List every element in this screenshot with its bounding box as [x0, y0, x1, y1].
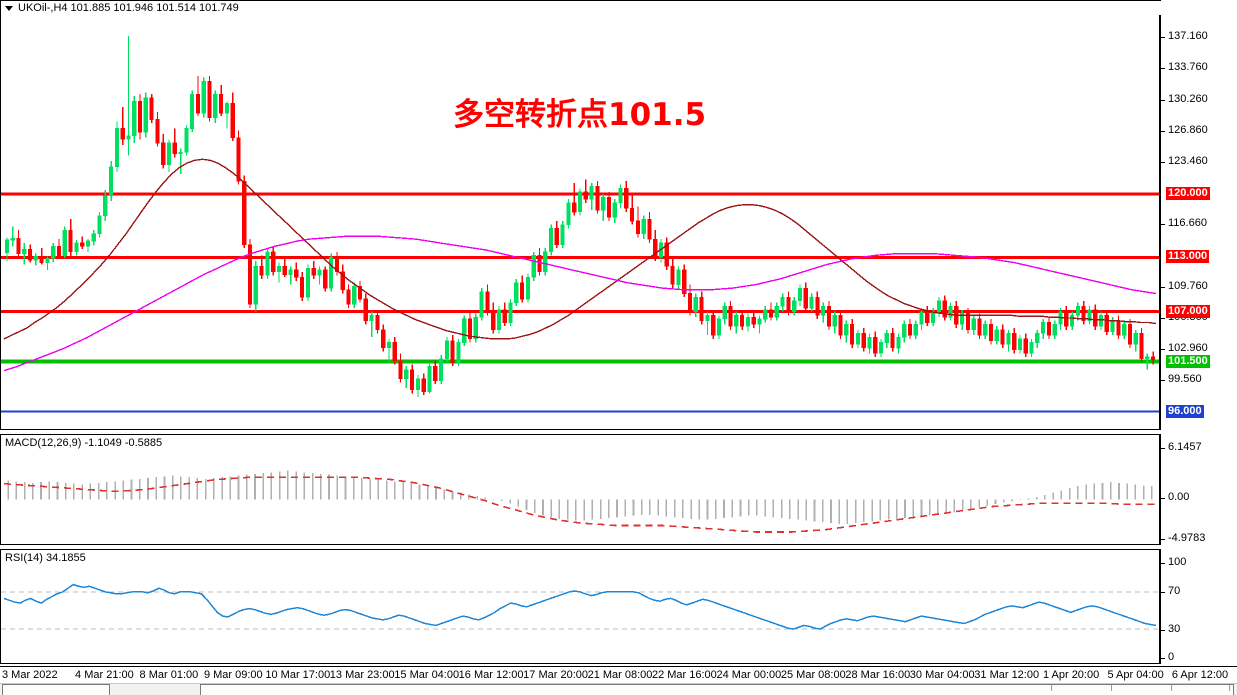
macd-tick-label: 6.1457 — [1168, 441, 1202, 453]
tick-dash — [1161, 348, 1165, 350]
price-tick-label: 130.260 — [1168, 93, 1208, 106]
macd-tick-label: -4.9783 — [1168, 532, 1206, 544]
price-tick-label: 109.760 — [1168, 280, 1208, 292]
rsi-tick-label: 70 — [1168, 584, 1181, 597]
tick-dash — [1161, 131, 1165, 133]
taskbar-button-left[interactable] — [2, 684, 110, 695]
price-tick-label: 102.960 — [1168, 341, 1208, 354]
macd-panel[interactable]: MACD(12,26,9) -1.1049 -0.5885 — [0, 434, 1160, 545]
tick-dash — [1161, 591, 1165, 593]
tick-dash — [1161, 37, 1165, 39]
taskbar-ticks — [1051, 685, 1231, 691]
tick-dash — [1161, 563, 1165, 564]
tick-dash — [1161, 448, 1165, 449]
time-axis-label: 24 Mar 00:00 — [716, 669, 782, 681]
rsi-axis: 100 70 30 0 — [1160, 549, 1237, 664]
price-tick-label: 126.860 — [1168, 124, 1208, 137]
price-chart-panel[interactable]: UKOil-,H4 101.885 101.946 101.514 101.74… — [0, 0, 1161, 430]
time-axis-label: 21 Mar 08:00 — [587, 669, 653, 681]
price-tick-label: 116.660 — [1168, 217, 1207, 230]
time-axis-label: 5 Apr 04:00 — [1107, 669, 1164, 681]
price-tick-label: 101.500 — [1166, 355, 1210, 369]
tick-dash — [1161, 224, 1165, 226]
macd-label: MACD(12,26,9) -1.1049 -0.5885 — [5, 437, 163, 449]
time-axis-label: 25 Mar 08:00 — [780, 669, 846, 681]
price-tick-label: 133.760 — [1168, 61, 1208, 74]
time-axis-label: 8 Mar 01:00 — [139, 669, 199, 681]
time-axis-label: 17 Mar 20:00 — [523, 669, 589, 681]
time-axis-label: 30 Mar 04:00 — [909, 669, 975, 681]
time-axis-label: 3 Mar 2022 — [2, 669, 58, 681]
chart-title-bar[interactable]: UKOil-,H4 101.885 101.946 101.514 101.74… — [1, 1, 1161, 15]
macd-axis: 6.1457 0.00 -4.9783 — [1160, 434, 1237, 545]
tick-dash — [1161, 498, 1165, 500]
macd-chart-svg — [3, 470, 1156, 533]
time-axis-label: 31 Mar 12:00 — [974, 669, 1040, 681]
tick-dash — [1161, 317, 1165, 319]
rsi-chart-svg — [1, 583, 1159, 630]
price-tick-label: 123.460 — [1168, 155, 1208, 168]
time-axis-label: 15 Mar 04:00 — [394, 669, 460, 681]
price-axis[interactable]: 137.160 133.760 130.260 126.860 123.460 120.0… — [1160, 0, 1237, 430]
time-axis-label: 4 Mar 21:00 — [75, 669, 134, 681]
rsi-panel[interactable]: RSI(14) 34.1855 — [0, 549, 1160, 664]
price-tick-label: 120.000 — [1166, 186, 1210, 200]
price-tick-label: 113.000 — [1166, 250, 1210, 264]
tick-dash — [1161, 539, 1165, 540]
tick-dash — [1161, 658, 1165, 659]
price-chart-svg — [1, 36, 1159, 413]
caret-down-icon[interactable] — [5, 5, 13, 11]
time-axis-label: 1 Apr 20:00 — [1042, 669, 1100, 681]
tick-dash — [1161, 379, 1165, 381]
rsi-label: RSI(14) 34.1855 — [5, 552, 86, 564]
price-tick-label: 99.560 — [1168, 372, 1202, 385]
rsi-tick-label: 30 — [1168, 622, 1181, 635]
tick-dash — [1161, 287, 1165, 288]
tick-dash — [1161, 68, 1165, 70]
tick-dash — [1161, 100, 1165, 102]
tick-dash — [1161, 162, 1165, 164]
macd-tick-label: 0.00 — [1168, 491, 1190, 504]
time-axis-label: 16 Mar 12:00 — [458, 669, 524, 681]
rsi-tick-label: 100 — [1168, 556, 1187, 568]
time-axis-label: 6 Apr 12:00 — [1171, 669, 1229, 681]
time-axis[interactable]: 3 Mar 2022 4 Mar 21:00 8 Mar 01:00 9 Mar 09… — [0, 666, 1237, 682]
bottom-taskbar[interactable] — [0, 683, 1237, 695]
time-axis-label: 28 Mar 16:00 — [845, 669, 911, 681]
time-axis-label: 22 Mar 16:00 — [651, 669, 717, 681]
time-axis-label: 13 Mar 23:00 — [329, 669, 395, 681]
rsi-tick-label: 0 — [1168, 651, 1175, 663]
taskbar-button-main[interactable] — [200, 684, 1234, 695]
time-axis-label: 10 Mar 17:00 — [265, 669, 331, 681]
price-annotation-text: 多空转折点101.5 — [453, 97, 707, 133]
price-tick-label: 137.160 — [1168, 30, 1208, 43]
price-tick-label: 96.000 — [1166, 405, 1204, 419]
tick-dash — [1161, 629, 1165, 631]
price-tick-label: 107.000 — [1166, 305, 1210, 319]
time-axis-label: 9 Mar 09:00 — [203, 669, 263, 681]
symbol-timeframe-ohlc-label: UKOil-,H4 101.885 101.946 101.514 101.74… — [18, 2, 239, 14]
